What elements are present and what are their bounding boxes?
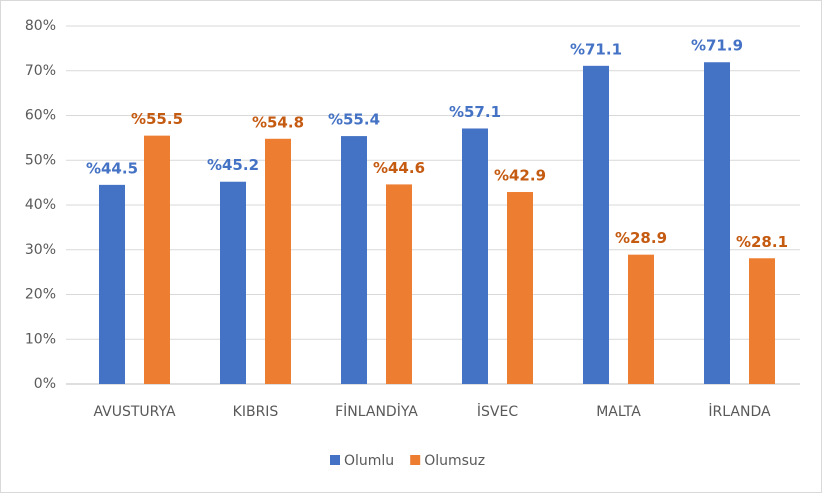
x-tick-label: İSVEC — [477, 402, 518, 420]
x-tick-label: AVUSTURYA — [93, 404, 175, 420]
legend-label: Olumsuz — [424, 453, 485, 469]
y-tick-label: 70% — [25, 63, 56, 79]
x-tick-label: MALTA — [596, 404, 641, 420]
value-label: %71.1 — [570, 40, 622, 58]
bar — [583, 65, 609, 384]
y-tick-label: 60% — [25, 108, 56, 124]
value-label: %54.8 — [252, 113, 304, 131]
value-label: %45.2 — [207, 156, 259, 174]
value-label: %44.5 — [86, 159, 138, 177]
x-tick-label: FİNLANDİYA — [335, 402, 418, 420]
bar — [265, 138, 291, 384]
value-label: %55.5 — [131, 110, 183, 128]
bar — [220, 181, 246, 384]
bar — [341, 136, 367, 384]
y-tick-label: 80% — [25, 18, 56, 34]
y-tick-label: 20% — [25, 287, 56, 303]
value-label: %44.6 — [373, 159, 425, 177]
value-label: %57.1 — [449, 103, 501, 121]
y-tick-label: 30% — [25, 242, 56, 258]
bar — [386, 184, 412, 384]
value-label: %55.4 — [328, 111, 380, 129]
value-label: %42.9 — [494, 167, 546, 185]
y-tick-label: 10% — [25, 331, 56, 347]
bar — [144, 135, 170, 384]
y-tick-label: 50% — [25, 152, 56, 168]
value-label: %28.1 — [736, 233, 788, 251]
legend-label: Olumlu — [344, 453, 394, 469]
bar — [99, 184, 125, 384]
bar — [704, 62, 730, 385]
y-tick-label: 0% — [34, 376, 56, 392]
bar — [507, 192, 533, 384]
x-tick-label: İRLANDA — [708, 402, 771, 420]
value-label: %28.9 — [615, 229, 667, 247]
y-tick-label: 40% — [25, 197, 56, 213]
value-label: %71.9 — [691, 37, 743, 55]
legend-swatch — [410, 455, 421, 465]
bar — [749, 258, 775, 384]
bar — [462, 128, 488, 384]
x-tick-label: KIBRIS — [233, 404, 279, 420]
bar — [628, 254, 654, 384]
legend-swatch — [330, 455, 340, 465]
